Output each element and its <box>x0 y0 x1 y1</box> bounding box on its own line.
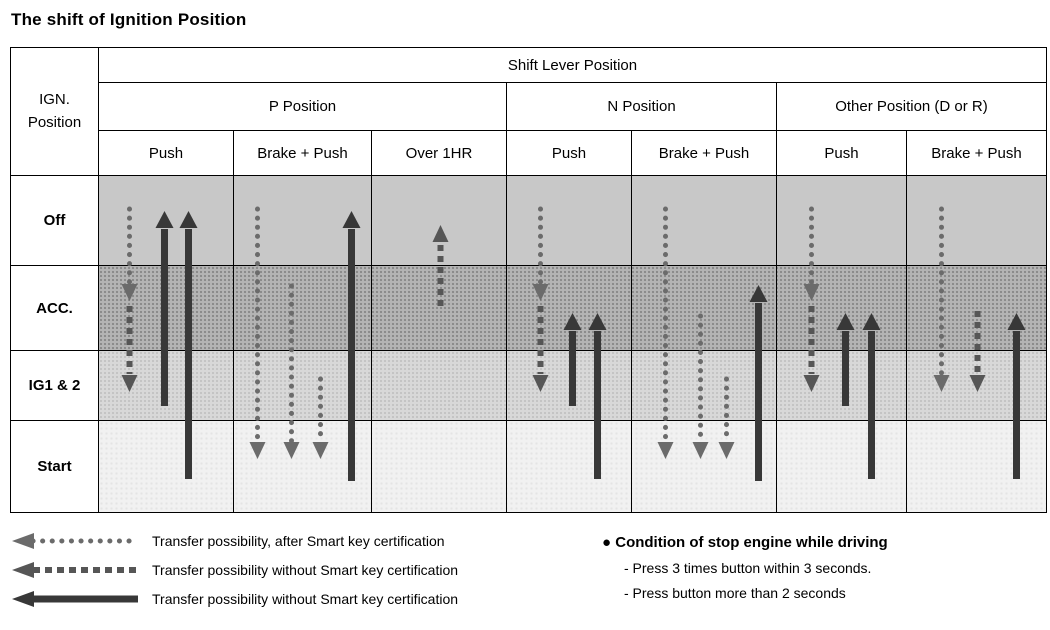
stop-engine-note-title: ● Condition of stop engine while driving <box>602 534 888 551</box>
transfer-arrows-svg <box>249 206 361 481</box>
legend-item-dashed: Transfer possibility without Smart key c… <box>10 555 602 584</box>
stop-engine-note-text: Condition of stop engine while driving <box>615 534 888 551</box>
transfer-arrow-dashed-down <box>121 306 138 392</box>
transfer-arrow-solid-up <box>563 313 582 406</box>
legend-label: Transfer possibility without Smart key c… <box>152 590 459 607</box>
column-header-p-brake-push: Brake + Push <box>234 131 372 176</box>
legend: Transfer possibility, after Smart key ce… <box>10 522 1042 626</box>
legend-item-solid: Transfer possibility without Smart key c… <box>10 584 602 613</box>
transfer-arrow-dotted-down <box>249 206 266 459</box>
transfer-arrow-dotted-down <box>933 206 950 392</box>
transfer-arrow-solid-up <box>862 313 881 479</box>
group-header-other: Other Position (D or R) <box>777 83 1047 131</box>
transfer-arrow-solid-up <box>342 211 361 481</box>
diagram-column-n-push <box>507 176 632 512</box>
diagram-column-n-brake-push <box>632 176 777 512</box>
column-header-other-push: Push <box>777 131 907 176</box>
legend-item-dotted: Transfer possibility, after Smart key ce… <box>10 526 602 555</box>
row-label-ig12: IG1 & 2 <box>11 351 99 421</box>
transfer-arrow-solid-up <box>749 285 768 481</box>
row-label-start: Start <box>11 421 99 513</box>
transfer-arrow-dashed-down <box>532 306 549 392</box>
group-header-p: P Position <box>99 83 507 131</box>
transfer-arrows-svg <box>432 225 449 306</box>
shift-lever-position-header: Shift Lever Position <box>99 48 1047 83</box>
transfer-arrow-dotted-down <box>692 313 709 459</box>
legend-arrow-dashed-icon <box>12 561 138 578</box>
transfer-arrow-dotted-down <box>121 206 138 301</box>
transfer-arrows-svg <box>803 206 881 479</box>
diagram-column-p-push <box>99 176 234 512</box>
transfer-arrow-solid-up <box>155 211 174 406</box>
transfer-arrows-svg <box>657 206 768 481</box>
ignition-shift-table: IGN. Position Shift Lever Position P Pos… <box>10 47 1047 513</box>
transfer-arrow-solid-up <box>179 211 198 479</box>
diagram-body <box>99 176 1047 513</box>
column-header-other-brake-push: Brake + Push <box>907 131 1047 176</box>
ign-header-line2: Position <box>27 113 82 131</box>
transfer-arrow-dotted-down <box>532 206 549 301</box>
ign-position-header: IGN. Position <box>11 48 99 176</box>
bullet-icon: ● <box>602 534 612 551</box>
transfer-arrows-svg <box>532 206 607 479</box>
legend-arrow-dotted-icon <box>12 532 141 549</box>
diagram-column-p-over-1hr <box>372 176 507 512</box>
stop-engine-note-line-1: - Press 3 times button within 3 seconds. <box>624 560 872 576</box>
column-header-n-push: Push <box>507 131 632 176</box>
legend-arrow-key: Transfer possibility, after Smart key ce… <box>10 522 602 626</box>
row-band-off <box>99 176 1046 266</box>
transfer-arrows-svg <box>933 206 1026 479</box>
legend-label: Transfer possibility, after Smart key ce… <box>152 532 445 549</box>
transfer-arrow-solid-up <box>836 313 855 406</box>
row-label-off: Off <box>11 176 99 266</box>
transfer-arrow-dotted-down <box>312 376 329 459</box>
group-header-n: N Position <box>507 83 777 131</box>
column-header-n-brake-push: Brake + Push <box>632 131 777 176</box>
transfer-arrow-dashed-up <box>432 225 449 306</box>
transfer-arrows-svg <box>121 206 198 479</box>
transfer-arrow-solid-up <box>1007 313 1026 479</box>
transfer-arrow-dotted-down <box>803 206 820 301</box>
legend-arrow-solid-icon <box>12 590 138 607</box>
diagram-column-p-brake-push <box>234 176 372 512</box>
page-title: The shift of Ignition Position <box>11 10 247 29</box>
transfer-arrow-dashed-down <box>803 306 820 392</box>
column-header-p-over-1hr: Over 1HR <box>372 131 507 176</box>
row-label-acc: ACC. <box>11 266 99 351</box>
transfer-arrow-dashed-down <box>969 311 986 392</box>
stop-engine-note-line-2: - Press button more than 2 seconds <box>624 585 846 601</box>
ign-header-line1: IGN. <box>39 91 70 108</box>
transfer-arrow-dotted-down <box>718 376 735 459</box>
transfer-arrow-dotted-down <box>283 283 300 459</box>
diagram-column-other-brake-push <box>907 176 1046 512</box>
diagram-column-other-push <box>777 176 907 512</box>
legend-label: Transfer possibility without Smart key c… <box>152 561 459 578</box>
transfer-arrow-solid-up <box>588 313 607 479</box>
stop-engine-note: ● Condition of stop engine while driving… <box>602 522 888 626</box>
column-header-p-push: Push <box>99 131 234 176</box>
transfer-arrow-dotted-down <box>657 206 674 459</box>
